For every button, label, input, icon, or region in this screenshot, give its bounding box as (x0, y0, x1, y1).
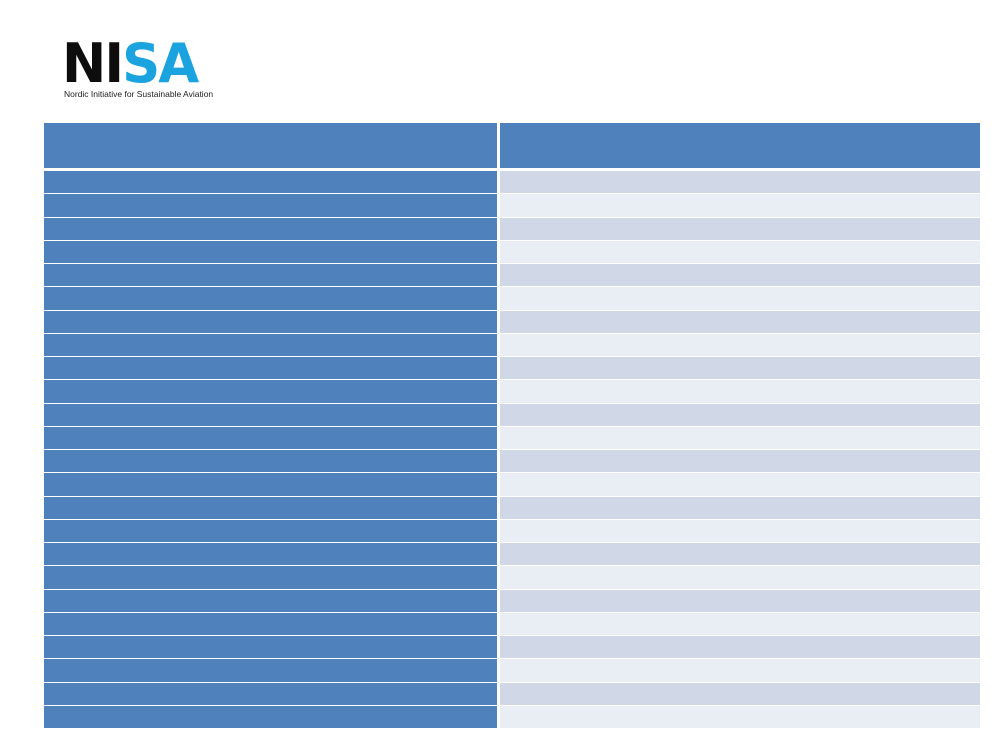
logo-mark-dark: NI (62, 32, 124, 95)
row-cell (500, 217, 980, 240)
row-label-cell (44, 333, 497, 356)
row-label-cell (44, 636, 497, 659)
row-label-cell (44, 357, 497, 380)
logo: NISA Nordic Initiative for Sustainable A… (62, 36, 214, 100)
row-cell (500, 543, 980, 566)
row-cell (500, 426, 980, 449)
row-cell (500, 705, 980, 728)
row-label-cell (44, 403, 497, 426)
row-cell (500, 287, 980, 310)
logo-mark-light: SA (122, 32, 199, 95)
row-cell (500, 496, 980, 519)
row-label-cell (44, 682, 497, 705)
logo-mark: NISA (62, 36, 210, 92)
row-cell (500, 636, 980, 659)
row-label-cell (44, 705, 497, 728)
logo-tagline: Nordic Initiative for Sustainable Aviati… (64, 89, 214, 99)
row-cell (500, 450, 980, 473)
row-label-cell (44, 426, 497, 449)
row-cell (500, 519, 980, 542)
row-cell (500, 659, 980, 682)
row-label-cell (44, 659, 497, 682)
row-label-cell (44, 496, 497, 519)
row-label-cell (44, 264, 497, 287)
row-cell (500, 240, 980, 263)
row-cell (500, 612, 980, 635)
row-label-cell (44, 287, 497, 310)
header-cell (500, 123, 980, 168)
row-label-cell (44, 612, 497, 635)
row-label-cell (44, 589, 497, 612)
row-label-cell (44, 240, 497, 263)
row-cell (500, 264, 980, 287)
row-label-cell (44, 450, 497, 473)
row-cell (500, 403, 980, 426)
row-cell (500, 310, 980, 333)
row-cell (500, 357, 980, 380)
row-label-cell (44, 566, 497, 589)
row-label-cell (44, 310, 497, 333)
row-label-cell (44, 171, 497, 194)
row-label-cell (44, 519, 497, 542)
row-cell (500, 171, 980, 194)
row-label-cell (44, 543, 497, 566)
row-label-cell (44, 194, 497, 217)
header-cell (44, 123, 497, 168)
row-cell (500, 473, 980, 496)
row-label-cell (44, 380, 497, 403)
row-cell (500, 333, 980, 356)
row-cell (500, 589, 980, 612)
row-label-cell (44, 217, 497, 240)
row-cell (500, 380, 980, 403)
row-cell (500, 682, 980, 705)
row-cell (500, 194, 980, 217)
row-cell (500, 566, 980, 589)
row-label-cell (44, 473, 497, 496)
